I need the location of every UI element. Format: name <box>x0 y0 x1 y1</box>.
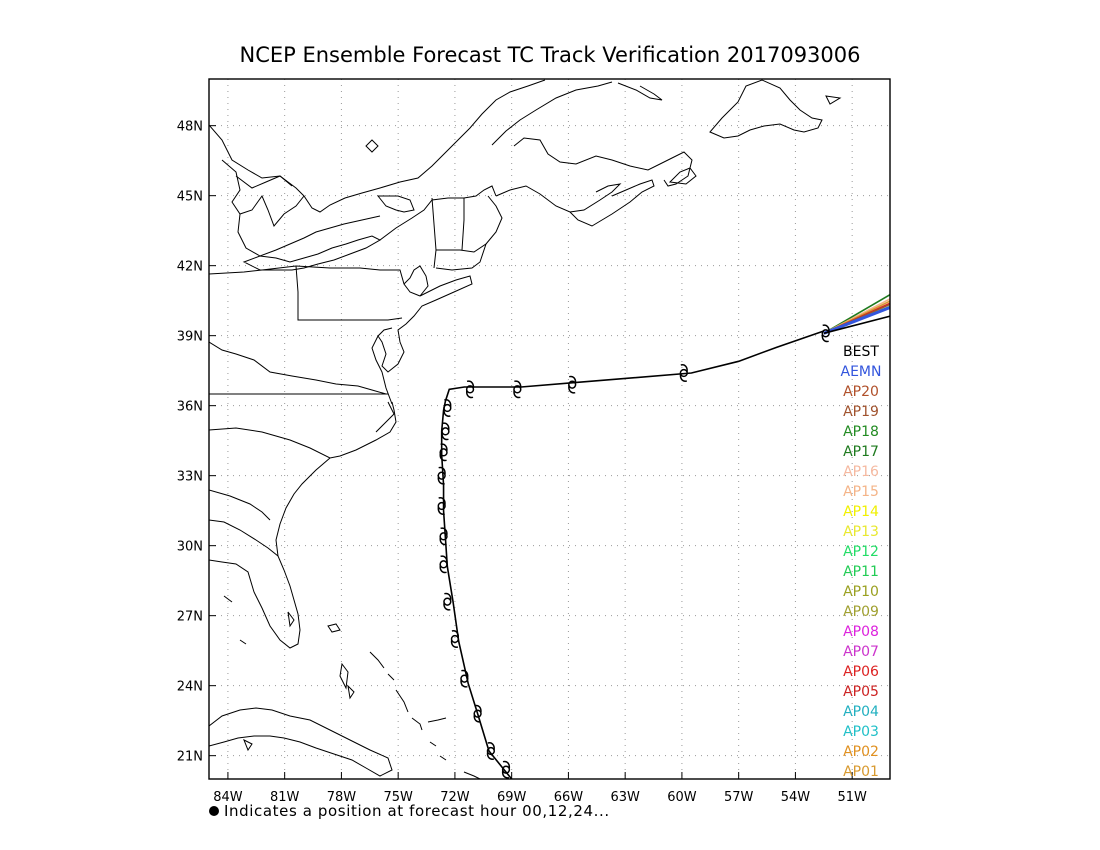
legend-item-ap16: AP16 <box>843 464 879 480</box>
ensemble-tracks <box>823 293 890 335</box>
footnote-text: Indicates a position at forecast hour 00… <box>224 802 610 820</box>
legend-item-aemn: AEMN <box>841 364 882 380</box>
tick-label-lon: 66W <box>554 790 584 805</box>
tick-label-lon: 57W <box>724 790 754 805</box>
coastlines-and-borders <box>209 79 842 779</box>
hurricane-symbol-icon <box>513 380 522 399</box>
hurricane-symbol-icon <box>679 364 688 382</box>
legend-item-ap10: AP10 <box>843 584 879 600</box>
hurricane-symbol-icon <box>821 324 830 343</box>
legend-item-ap13: AP13 <box>843 524 879 540</box>
hurricane-symbol-icon <box>460 669 469 688</box>
tick-label-lon: 72W <box>440 790 470 805</box>
hurricane-symbol-icon <box>473 704 482 723</box>
tick-label-lat: 36N <box>177 400 203 415</box>
tick-label-lon: 60W <box>667 790 697 805</box>
hurricane-symbol-icon <box>443 592 452 611</box>
legend-item-ap06: AP06 <box>843 664 879 680</box>
hurricane-symbol-icon <box>437 466 446 485</box>
tick-label-lat: 45N <box>177 190 203 205</box>
legend-item-ap19: AP19 <box>843 404 879 420</box>
forecast-position-markers <box>437 324 830 779</box>
legend-item-ap17: AP17 <box>843 444 879 460</box>
legend-item-ap20: AP20 <box>843 384 879 400</box>
tick-label-lat: 27N <box>177 610 203 625</box>
legend-item-ap02: AP02 <box>843 744 879 760</box>
hurricane-symbol-icon <box>439 527 448 546</box>
tick-label-lat: 39N <box>177 330 203 345</box>
hurricane-symbol-icon <box>443 399 452 417</box>
tick-label-lon: 75W <box>383 790 413 805</box>
legend-item-ap14: AP14 <box>843 504 879 520</box>
tick-label-lon: 69W <box>497 790 527 805</box>
legend-item-ap07: AP07 <box>843 644 879 660</box>
best-track <box>440 330 825 779</box>
tick-label-lon: 84W <box>213 790 243 805</box>
legend-item-ap01: AP01 <box>843 764 879 780</box>
graticule <box>209 79 890 779</box>
best-track-line <box>440 330 825 779</box>
hurricane-symbol-icon <box>439 555 448 574</box>
legend-item-ap03: AP03 <box>843 724 879 740</box>
hurricane-symbol-icon <box>439 443 448 462</box>
legend-item-ap04: AP04 <box>843 704 879 720</box>
legend: BEST AEMN AP20 AP19 AP18 AP17 AP16 AP15 AP14 AP13… <box>841 344 882 780</box>
legend-item-ap05: AP05 <box>843 684 879 700</box>
ensemble-track-best <box>823 315 890 335</box>
plot-frame <box>208 78 891 780</box>
hurricane-symbol-icon <box>441 422 450 441</box>
hurricane-symbol-icon <box>437 497 446 515</box>
hurricane-symbol-icon <box>568 375 577 394</box>
ensemble-track-aemn <box>823 305 890 335</box>
legend-item-ap18: AP18 <box>843 424 879 440</box>
legend-item-ap12: AP12 <box>843 544 879 560</box>
legend-item-ap09: AP09 <box>843 604 879 620</box>
tick-label-lon: 51W <box>837 790 867 805</box>
legend-item-ap08: AP08 <box>843 624 879 640</box>
hurricane-symbol-icon <box>486 742 496 760</box>
footnote-dot-icon <box>209 806 219 816</box>
hurricane-symbol-icon <box>501 760 511 779</box>
legend-item-ap11: AP11 <box>843 564 879 580</box>
tick-label-lon: 81W <box>270 790 300 805</box>
tick-label-lat: 33N <box>177 470 203 485</box>
legend-item-best: BEST <box>843 344 879 360</box>
hurricane-symbol-icon <box>465 380 475 399</box>
chart-title: NCEP Ensemble Forecast TC Track Verifica… <box>239 43 860 67</box>
tick-label-lat: 48N <box>177 120 203 135</box>
tick-label-lon: 78W <box>327 790 357 805</box>
axis-ticks: 84W 81W 78W 75W 72W 69W 66W 63W 60W 57W 54W 51W 48N 4… <box>177 120 867 805</box>
tick-label-lon: 54W <box>781 790 811 805</box>
hurricane-symbol-icon <box>450 630 460 648</box>
tick-label-lat: 30N <box>177 540 203 555</box>
legend-item-ap15: AP15 <box>843 484 879 500</box>
tick-label-lat: 42N <box>177 260 203 275</box>
tick-label-lat: 21N <box>177 750 203 765</box>
tick-label-lat: 24N <box>177 680 203 695</box>
tick-label-lon: 63W <box>610 790 640 805</box>
